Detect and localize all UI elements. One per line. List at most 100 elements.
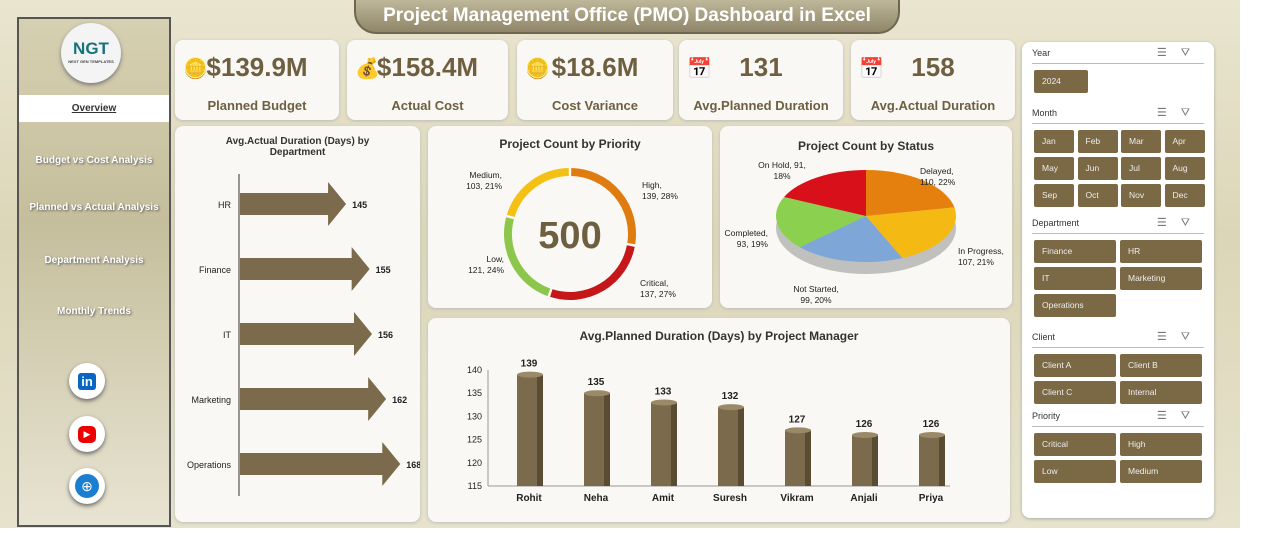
nav-department-analysis[interactable]: Department Analysis (44, 255, 144, 266)
slicer-priority: Priority ☰⛛ (1032, 410, 1204, 427)
multi-select-icon[interactable]: ☰ (1156, 217, 1181, 229)
slicer-button[interactable]: Apr (1164, 130, 1205, 153)
nav-planned-vs-actual[interactable]: Planned vs Actual Analysis (29, 202, 159, 213)
category-label: Rohit (516, 493, 542, 504)
slicer-button[interactable]: Client B (1120, 354, 1202, 377)
bar-arrow (240, 377, 387, 421)
slicer-button[interactable]: Jul (1121, 157, 1161, 180)
category-label: Neha (584, 493, 609, 504)
status-pie-chart: Project Count by Status Delayed, 110, 22… (720, 126, 1012, 308)
linkedin-button[interactable]: in (69, 363, 105, 399)
data-label: 137, 27% (640, 289, 676, 299)
slicer-button[interactable]: Internal (1120, 381, 1202, 404)
slicer-button[interactable]: Client A (1034, 354, 1116, 377)
data-label: 135 (588, 377, 605, 388)
data-label: 155 (376, 265, 391, 275)
data-label: 126 (856, 419, 873, 430)
multi-select-icon[interactable]: ☰ (1156, 410, 1181, 422)
data-label: 121, 24% (468, 265, 504, 275)
page-title: Project Management Office (PMO) Dashboar… (354, 0, 900, 34)
slicer-button[interactable]: Finance (1034, 240, 1116, 263)
slicer-button[interactable]: High (1120, 433, 1202, 456)
y-tick-label: 135 (467, 388, 482, 398)
kpi-value: $18.6M (551, 52, 639, 82)
youtube-button[interactable]: ▶ (69, 416, 105, 452)
y-tick-label: 130 (467, 411, 482, 421)
slicer-button[interactable]: Dec (1164, 184, 1205, 207)
calendar-icon: 📅 (687, 58, 712, 80)
y-tick-label: 125 (467, 435, 482, 445)
category-label: Operations (187, 460, 232, 470)
multi-select-icon[interactable]: ☰ (1156, 107, 1181, 119)
nav-overview[interactable]: Overview (19, 95, 169, 122)
bar-arrow (240, 312, 372, 356)
slicer-button[interactable]: Sep (1034, 184, 1074, 207)
pie-slice (776, 196, 866, 248)
slicer-button[interactable]: Low (1034, 460, 1116, 483)
data-label: On Hold, 91, (758, 160, 806, 170)
category-label: HR (218, 200, 231, 210)
slicer-button[interactable]: HR (1120, 240, 1202, 263)
data-label: Completed, (725, 228, 768, 238)
data-label: Delayed, (920, 166, 954, 176)
website-button[interactable]: ⊕ (69, 468, 105, 504)
coins-icon: 🪙 (525, 58, 550, 80)
bar-arrow (240, 247, 370, 291)
data-label: 18% (773, 171, 790, 181)
slicer-button[interactable]: Operations (1034, 294, 1116, 317)
slicer-button[interactable]: Critical (1034, 433, 1116, 456)
slicer-department: Department ☰⛛ (1032, 217, 1204, 234)
slicer-button[interactable]: Jan (1034, 130, 1074, 153)
kpi-label: Avg.Actual Duration (870, 98, 996, 113)
slicer-button[interactable]: Oct (1077, 184, 1118, 207)
category-label: Finance (199, 265, 231, 275)
y-tick-label: 140 (467, 365, 482, 375)
data-label: 107, 21% (958, 257, 994, 267)
data-label: Critical, (640, 278, 668, 288)
bar-side (872, 434, 878, 486)
priority-donut-chart: Project Count by Priority High, 139, 28%… (428, 126, 712, 308)
y-tick-label: 120 (467, 458, 482, 468)
clear-filter-icon[interactable]: ⛛ (1180, 47, 1204, 59)
slicer-client: Client ☰⛛ (1032, 331, 1204, 348)
y-tick-label: 115 (468, 481, 482, 491)
slicer-button[interactable]: Nov (1121, 184, 1161, 207)
kpi-value: 158 (911, 52, 955, 82)
clear-filter-icon[interactable]: ⛛ (1180, 217, 1204, 229)
data-label: 133 (655, 386, 672, 397)
pie-slice (866, 207, 956, 259)
data-label: 127 (789, 414, 806, 425)
bar-top (651, 399, 677, 406)
kpi-label: Avg.Planned Duration (693, 98, 829, 113)
slicer-button[interactable]: May (1034, 157, 1074, 180)
slicer-button[interactable]: Mar (1121, 130, 1161, 153)
multi-select-icon[interactable]: ☰ (1156, 47, 1181, 59)
donut-slice (571, 168, 636, 245)
chart-title: Avg.Planned Duration (Days) by Project M… (579, 329, 859, 343)
kpi-card: 🪙 $18.6M Cost Variance (517, 40, 673, 120)
nav-budget-vs-cost[interactable]: Budget vs Cost Analysis (35, 155, 153, 166)
slicer-title: Department (1032, 218, 1080, 228)
globe-icon: ⊕ (75, 474, 99, 498)
slicer-button[interactable]: Marketing (1120, 267, 1202, 290)
slicer-button[interactable]: Client C (1034, 381, 1116, 404)
data-label: 145 (352, 200, 367, 210)
clear-filter-icon[interactable]: ⛛ (1180, 331, 1204, 343)
clear-filter-icon[interactable]: ⛛ (1180, 107, 1204, 119)
data-label: 132 (722, 391, 739, 402)
multi-select-icon[interactable]: ☰ (1156, 331, 1181, 343)
bar-side (671, 402, 677, 486)
linkedin-icon: in (78, 372, 96, 390)
slicer-button[interactable]: 2024 (1034, 70, 1088, 93)
nav-monthly-trends[interactable]: Monthly Trends (57, 306, 131, 317)
slicer-button[interactable]: Aug (1164, 157, 1205, 180)
clear-filter-icon[interactable]: ⛛ (1180, 410, 1204, 422)
slicer-button[interactable]: IT (1034, 267, 1116, 290)
slicer-button[interactable]: Medium (1120, 460, 1202, 483)
slicer-title: Year (1032, 48, 1051, 58)
slicer-button[interactable]: Jun (1077, 157, 1118, 180)
bar-top (517, 371, 543, 378)
slicer-button[interactable]: Feb (1077, 130, 1118, 153)
slicer-year: Year ☰⛛ (1032, 47, 1204, 64)
sidebar: NGT NEXT GEN TEMPLATES Overview Budget vs… (17, 17, 171, 527)
